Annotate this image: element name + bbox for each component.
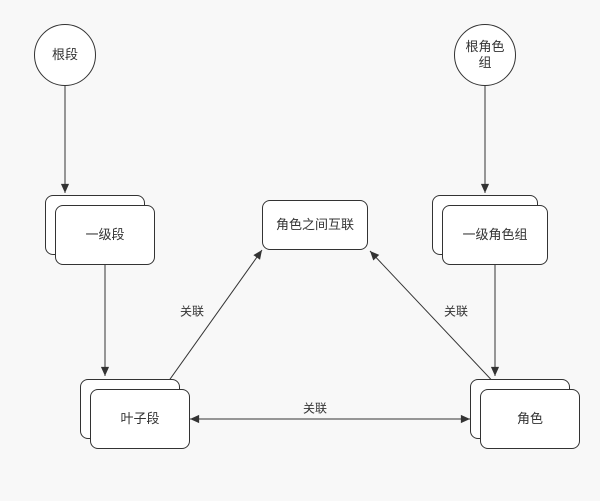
node-label-leaf_seg: 叶子段 — [120, 411, 159, 427]
edge-label-4: 关联 — [303, 400, 327, 417]
node-label-lvl1_role: 一级角色组 — [462, 227, 527, 243]
node-leaf_seg: 叶子段 — [90, 389, 190, 449]
node-root_seg: 根段 — [34, 24, 96, 86]
node-root_role: 根角色 组 — [454, 24, 516, 86]
node-interlink: 角色之间互联 — [262, 200, 368, 250]
node-label-root_seg: 根段 — [52, 47, 78, 63]
node-label-lvl1_seg: 一级段 — [85, 227, 124, 243]
node-label-root_role: 根角色 组 — [465, 39, 504, 70]
diagram-canvas: 根段根角色 组一级段一级角色组叶子段角色角色之间互联关联关联关联 — [0, 0, 600, 501]
node-lvl1_role: 一级角色组 — [442, 205, 548, 265]
node-label-role: 角色 — [517, 411, 543, 427]
node-label-interlink: 角色之间互联 — [276, 217, 354, 233]
edge-label-5: 关联 — [180, 303, 204, 320]
node-role: 角色 — [480, 389, 580, 449]
node-lvl1_seg: 一级段 — [55, 205, 155, 265]
edge-label-6: 关联 — [444, 303, 468, 320]
